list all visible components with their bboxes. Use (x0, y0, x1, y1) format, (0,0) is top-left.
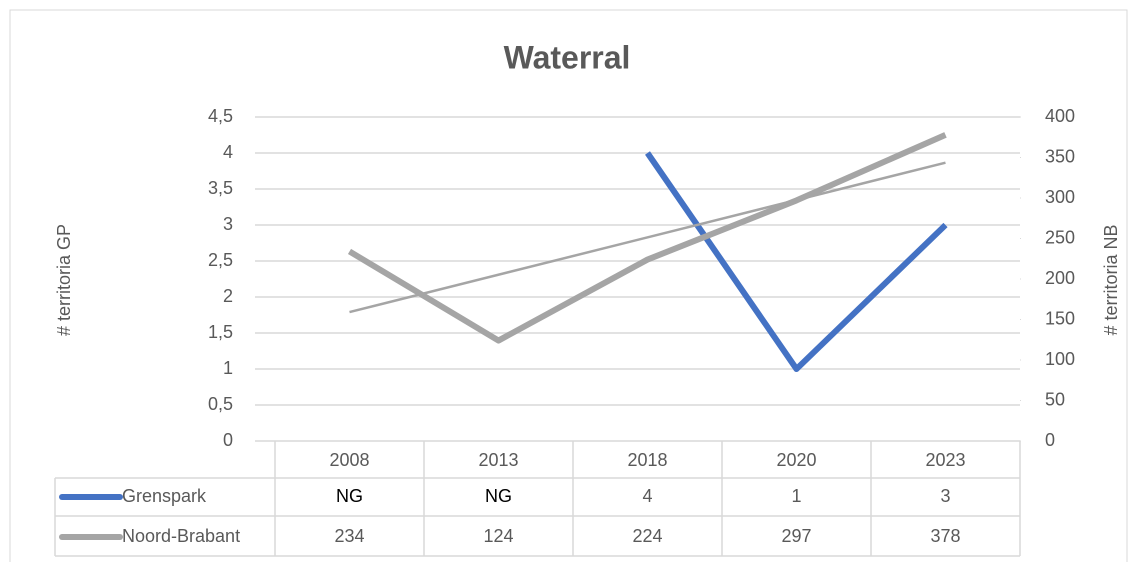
table-value: NG (336, 486, 363, 506)
table-value: NG (485, 486, 512, 506)
y-tick-label: 1,5 (208, 322, 233, 342)
x-tick-label: 2020 (776, 450, 816, 470)
y2-tick-label: 300 (1045, 187, 1075, 207)
y-tick-label: 0 (223, 430, 233, 450)
y2-tick-label: 0 (1045, 430, 1055, 450)
y2-tick-label: 100 (1045, 349, 1075, 369)
x-tick-label: 2018 (627, 450, 667, 470)
y2-tick-label: 400 (1045, 106, 1075, 126)
table-value: 224 (632, 526, 662, 546)
y-tick-label: 1 (223, 358, 233, 378)
y-tick-label: 4 (223, 142, 233, 162)
table-value: 4 (642, 486, 652, 506)
y-tick-label: 3 (223, 214, 233, 234)
trendline (349, 161, 946, 314)
y2-tick-label: 250 (1045, 227, 1075, 247)
x-tick-label: 2008 (329, 450, 369, 470)
legend-label: Noord-Brabant (122, 526, 240, 546)
chart-border (9, 9, 1128, 562)
table-value: 1 (791, 486, 801, 506)
y-axis-title: # territoria GP (54, 224, 74, 336)
table-value: 124 (483, 526, 513, 546)
y2-tick-label: 350 (1045, 146, 1075, 166)
legend-label: Grenspark (122, 486, 207, 506)
y2-tick-label: 50 (1045, 389, 1065, 409)
chart-title: Waterral (504, 39, 631, 75)
table-value: 3 (940, 486, 950, 506)
table-value: 378 (930, 526, 960, 546)
y-tick-label: 2,5 (208, 250, 233, 270)
y-tick-label: 4,5 (208, 106, 233, 126)
table-value: 234 (334, 526, 364, 546)
y-tick-label: 0,5 (208, 394, 233, 414)
series-line (347, 132, 947, 344)
x-tick-label: 2013 (478, 450, 518, 470)
y-tick-label: 2 (223, 286, 233, 306)
table-value: 297 (781, 526, 811, 546)
y2-axis-title: # territoria NB (1101, 224, 1121, 335)
y2-tick-label: 200 (1045, 268, 1075, 288)
y2-tick-label: 150 (1045, 308, 1075, 328)
x-tick-label: 2023 (925, 450, 965, 470)
y-tick-label: 3,5 (208, 178, 233, 198)
